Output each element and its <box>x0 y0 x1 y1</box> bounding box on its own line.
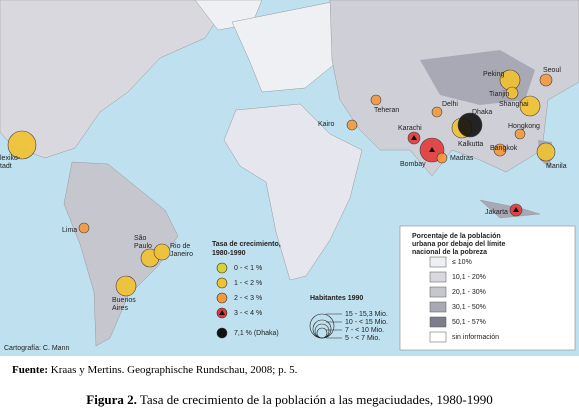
city-marker <box>115 275 137 297</box>
city-marker <box>370 94 382 106</box>
city-label: Rio de <box>170 243 190 250</box>
caption-label: Figura 2. <box>86 392 137 407</box>
city-marker <box>505 86 519 100</box>
city-triangle <box>513 207 519 212</box>
growth-legend-label: 0 - < 1 % <box>234 265 262 272</box>
poverty-legend-swatch <box>429 256 447 268</box>
city-label: Aires <box>112 305 128 312</box>
city-triangle <box>411 135 417 140</box>
growth-legend-label: 7,1 % (Dhaka) <box>234 330 279 337</box>
city-label: Shanghai <box>499 101 529 108</box>
city-marker <box>346 119 358 131</box>
growth-legend-triangle <box>219 310 225 315</box>
city-marker <box>7 130 37 160</box>
growth-legend-label: 2 - < 3 % <box>234 295 262 302</box>
poverty-legend-label: sin información <box>452 334 499 341</box>
caption: Figura 2. Tasa de crecimiento de la pobl… <box>0 392 579 408</box>
city-label: Tianjin <box>489 91 509 98</box>
city-label: Kairo <box>318 121 334 128</box>
city-label: Hongkong <box>508 123 540 130</box>
growth-legend-swatch <box>216 262 228 274</box>
source: Fuente: Kraas y Mertins. Geographische R… <box>12 364 297 376</box>
city-label: Dhaka <box>472 109 492 116</box>
growth-legend-label: 1 - < 2 % <box>234 280 262 287</box>
city-label: Lima <box>62 227 77 234</box>
city-label: São <box>134 235 147 242</box>
poverty-legend-label: 10,1 - 20% <box>452 274 486 281</box>
footer: Fuente: Kraas y Mertins. Geographische R… <box>0 356 579 414</box>
caption-text: Tasa de crecimiento de la población a la… <box>136 392 493 407</box>
size-legend-title: Habitantes 1990 <box>310 295 363 302</box>
poverty-legend-label: 30,1 - 50% <box>452 304 486 311</box>
growth-legend-label: 3 - < 4 % <box>234 310 262 317</box>
poverty-legend-box <box>399 225 576 351</box>
city-label: Jakarta <box>485 209 508 216</box>
poverty-legend-title: nacional de la pobreza <box>412 249 487 256</box>
poverty-legend-swatch <box>429 316 447 328</box>
city-marker <box>493 143 507 157</box>
city-label: Teheran <box>374 107 399 114</box>
city-marker <box>514 128 526 140</box>
city-marker <box>153 243 171 261</box>
poverty-legend-swatch <box>429 286 447 298</box>
city-label: Bombay <box>400 161 426 168</box>
city-marker <box>539 73 553 87</box>
size-legend-label: 10 - < 15 Mio. <box>345 319 388 326</box>
growth-legend-swatch <box>216 327 228 339</box>
city-triangle <box>429 147 435 152</box>
size-legend-label: 15 - 15,3 Mio. <box>345 311 388 318</box>
credit: Cartografía: C. Mann <box>4 345 69 352</box>
city-label: Delhi <box>442 101 458 108</box>
poverty-legend-title: Porcentaje de la población <box>412 233 501 240</box>
city-marker <box>457 112 483 138</box>
poverty-legend-label: 20,1 - 30% <box>452 289 486 296</box>
poverty-legend-swatch <box>429 331 447 343</box>
growth-legend-swatch <box>216 292 228 304</box>
growth-legend-title: Tasa de crecimiento, <box>212 241 281 248</box>
north-america <box>0 0 231 159</box>
size-legend-label: 7 - < 10 Mio. <box>345 327 384 334</box>
poverty-legend-title: urbana por debajo del límite <box>412 241 505 248</box>
city-marker <box>436 152 448 164</box>
city-label: tadt <box>0 163 12 170</box>
growth-legend-swatch <box>216 277 228 289</box>
poverty-legend-label: ≤ 10% <box>452 259 472 266</box>
city-marker <box>78 222 90 234</box>
source-text: Kraas y Mertins. Geographische Rundschau… <box>48 364 298 376</box>
city-label: Seoul <box>543 67 561 74</box>
city-label: Janeiro <box>170 251 193 258</box>
growth-legend-title: 1980-1990 <box>212 250 246 257</box>
size-legend-label: 5 - < 7 Mio. <box>345 335 380 342</box>
poverty-legend-swatch <box>429 301 447 313</box>
size-legend-circle <box>316 327 328 339</box>
city-label: Manila <box>546 163 567 170</box>
africa <box>223 103 363 281</box>
city-label: Peking <box>483 71 505 78</box>
city-label: Bangkok <box>490 145 518 152</box>
city-label: Karachi <box>398 125 422 132</box>
source-label: Fuente: <box>12 364 49 376</box>
city-marker <box>519 95 541 117</box>
poverty-legend-swatch <box>429 271 447 283</box>
city-label: Buenos <box>112 297 136 304</box>
city-marker <box>536 142 556 162</box>
city-label: Paulo <box>134 243 152 250</box>
city-label: Madras <box>450 155 474 162</box>
city-marker <box>431 106 443 118</box>
poverty-legend-label: 50,1 - 57% <box>452 319 486 326</box>
city-label: Kalkutta <box>458 141 483 148</box>
city-label: lexiko- <box>0 155 21 162</box>
